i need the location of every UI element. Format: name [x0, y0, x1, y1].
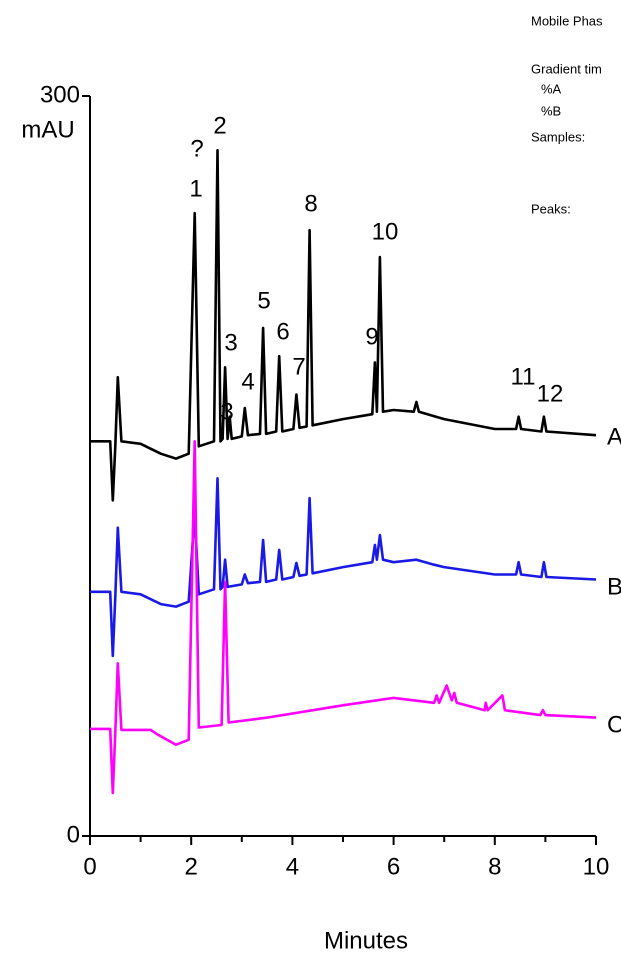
peak-label: 11 — [511, 363, 536, 390]
trace-label: A — [607, 423, 621, 450]
method-note: Peaks: — [531, 201, 571, 216]
peak-label: ? — [190, 135, 203, 162]
x-tick-label: 0 — [83, 853, 96, 880]
y-unit-label: mAU — [21, 116, 74, 143]
trace-label: B — [607, 573, 621, 600]
method-note: Samples: — [531, 129, 585, 144]
method-note: %A — [541, 81, 562, 96]
trace-label: C — [607, 711, 621, 738]
x-tick-label: 10 — [583, 853, 610, 880]
y-tick-label: 300 — [40, 81, 80, 108]
peak-label: 10 — [372, 218, 399, 245]
peak-label: 9 — [365, 323, 378, 350]
x-tick-label: 2 — [185, 853, 198, 880]
peak-label: 6 — [276, 318, 289, 345]
x-tick-label: 6 — [387, 853, 400, 880]
peak-label: 3 — [224, 329, 237, 356]
method-note: Gradient tim — [531, 61, 602, 76]
peak-label: 5 — [257, 287, 270, 314]
trace — [90, 149, 597, 502]
peak-label: 2 — [213, 112, 226, 139]
trace — [90, 477, 597, 658]
trace — [90, 440, 597, 795]
method-note: %B — [541, 103, 561, 118]
x-tick-label: 4 — [286, 853, 299, 880]
peak-label: 1 — [189, 175, 202, 202]
peak-label: 3 — [220, 398, 233, 425]
x-axis-label: Minutes — [324, 927, 408, 954]
peak-label: 7 — [292, 353, 305, 380]
peak-label: 4 — [241, 368, 254, 395]
x-tick-label: 8 — [488, 853, 501, 880]
peak-label: 8 — [304, 190, 317, 217]
method-note: Mobile Phas — [531, 13, 603, 28]
y-tick-label: 0 — [67, 821, 80, 848]
peak-label: 12 — [537, 380, 564, 407]
